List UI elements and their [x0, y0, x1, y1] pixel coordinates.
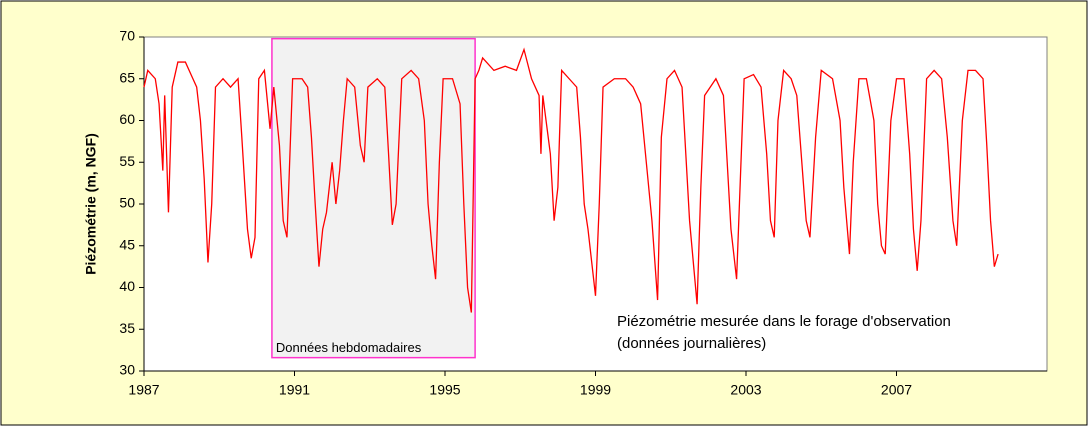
x-tick-label: 1999 — [580, 382, 611, 398]
y-tick-label: 65 — [119, 69, 135, 85]
y-tick-label: 55 — [119, 153, 135, 169]
y-tick-label: 30 — [119, 362, 135, 378]
y-axis-label: Piézométrie (m, NGF) — [83, 133, 99, 275]
data-region — [271, 37, 476, 359]
y-tick-label: 35 — [119, 320, 135, 336]
y-tick-label: 50 — [119, 195, 135, 211]
region-label: Données hebdomadaires — [276, 340, 422, 355]
x-tick-label: 1991 — [279, 382, 310, 398]
y-tick-label: 40 — [119, 278, 135, 294]
x-tick-label: 1995 — [429, 382, 460, 398]
x-tick-label: 2003 — [730, 382, 761, 398]
y-tick-label: 60 — [119, 111, 135, 127]
x-tick-label: 2007 — [881, 382, 912, 398]
x-tick-label: 1987 — [128, 382, 159, 398]
y-tick-label: 45 — [119, 236, 135, 252]
series-line — [143, 47, 999, 313]
annotation: (données journalières) — [617, 335, 766, 352]
annotation: Piézométrie mesurée dans le forage d'obs… — [617, 313, 951, 330]
y-tick-label: 70 — [119, 28, 135, 44]
